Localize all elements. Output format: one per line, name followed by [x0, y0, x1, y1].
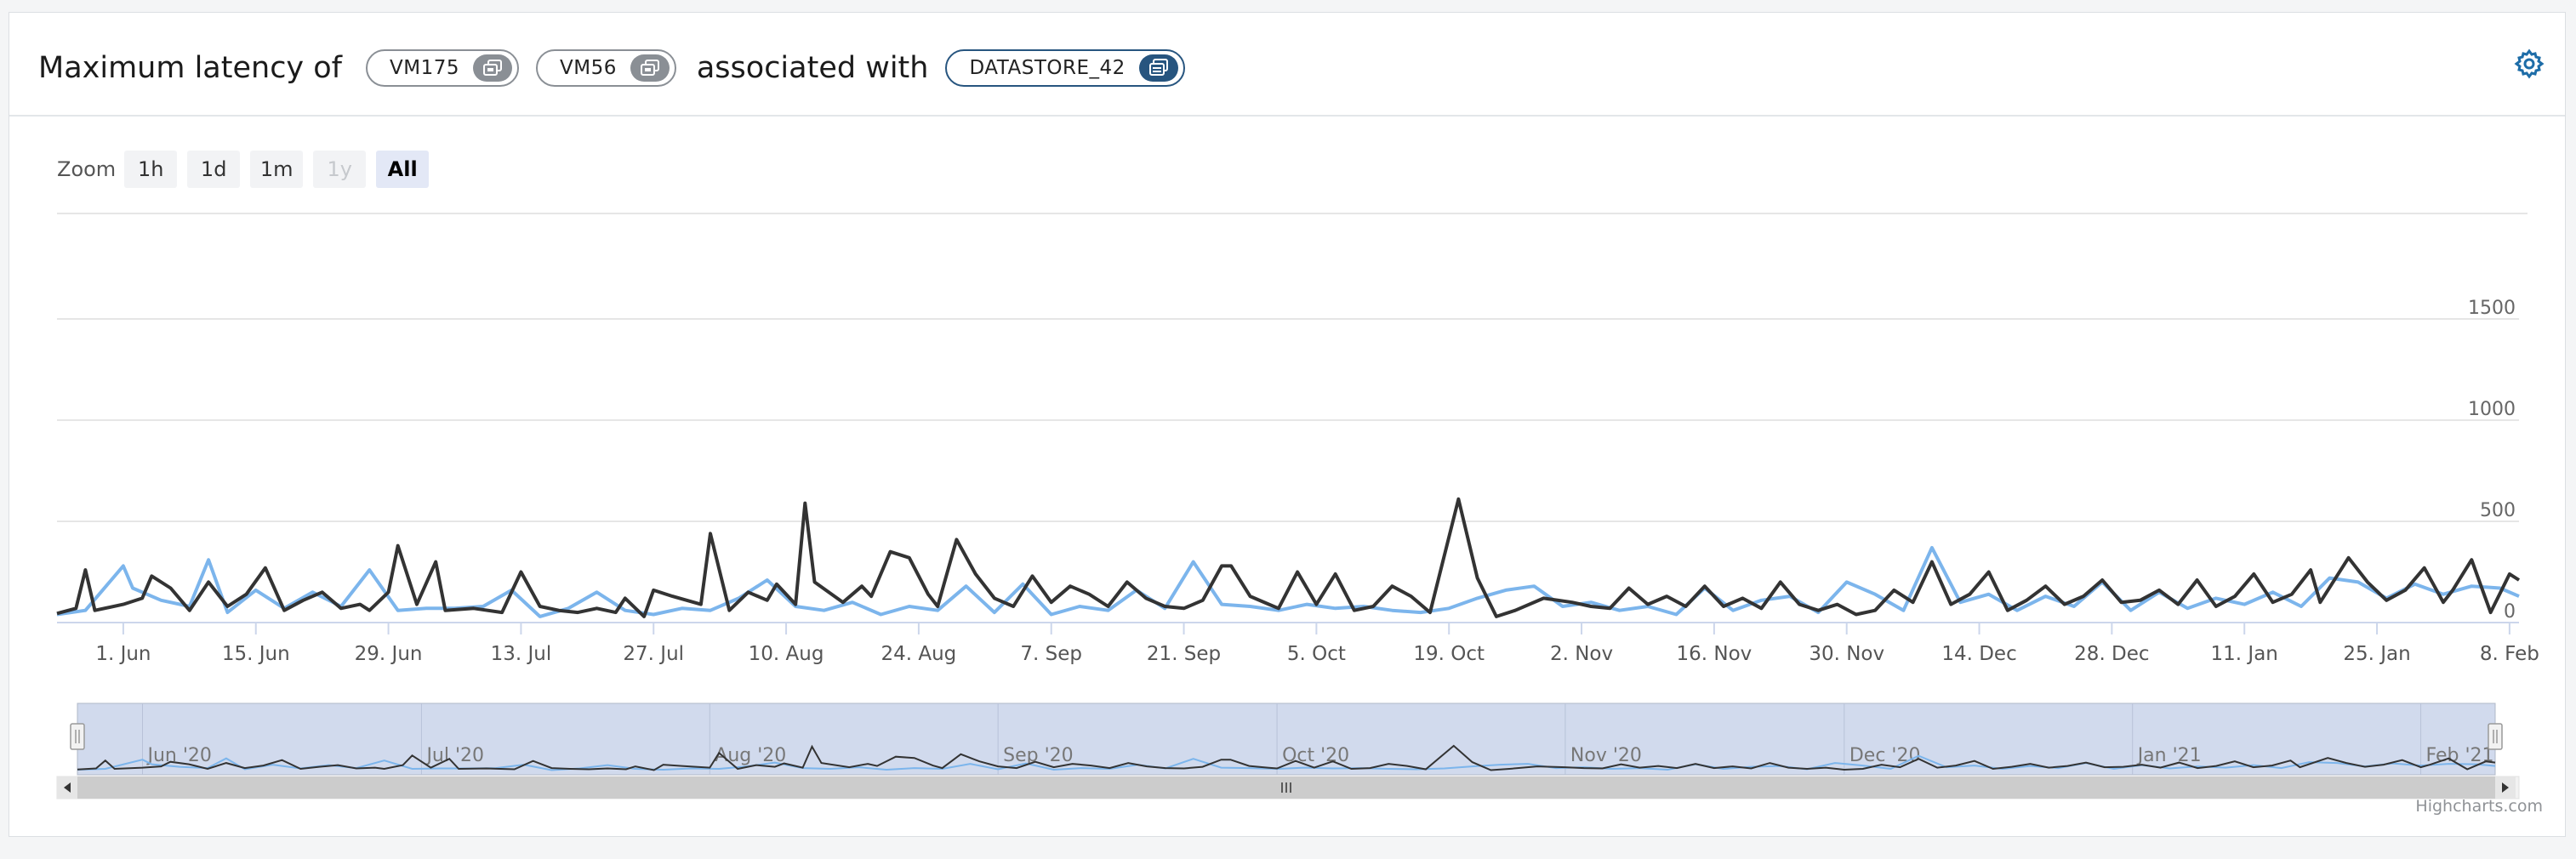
gear-icon[interactable]	[2512, 47, 2546, 81]
chart-header: Maximum latency of VM175 VM56 associated…	[9, 13, 2565, 117]
navigator: Jun '20 Jul '20 Aug '20 Sep '20 Oct '20 Nov '…	[56, 703, 2520, 799]
zoom-1m-button[interactable]: 1m	[250, 151, 304, 188]
scrollbar-grip	[1281, 782, 1291, 793]
x-tick-label: 29. Jun	[355, 643, 423, 665]
zoom-controls: Zoom 1h 1d 1m 1y All	[57, 151, 439, 188]
y-tick-label: 0	[2504, 601, 2516, 623]
x-tick-label: 24. Aug	[881, 643, 956, 665]
vm-pill-vm175[interactable]: VM175	[366, 49, 519, 87]
title-connector: associated with	[696, 51, 929, 85]
x-tick-label: 11. Jan	[2211, 643, 2278, 665]
x-tick-label: 16. Nov	[1676, 643, 1752, 665]
chart-title: Maximum latency of VM175 VM56 associated…	[38, 38, 1194, 98]
x-tick-label: 30. Nov	[1809, 643, 1884, 665]
chart-card: Maximum latency of VM175 VM56 associated…	[9, 12, 2566, 837]
series-line-0	[56, 497, 2521, 618]
vm-icon	[473, 54, 512, 82]
scroll-right-arrow[interactable]	[2495, 777, 2516, 799]
x-tick-label: 28. Dec	[2074, 643, 2149, 665]
navigator-tick-label: Jan '21	[2136, 745, 2202, 766]
vm-icon	[630, 54, 670, 82]
x-tick-label: 14. Dec	[1941, 643, 2016, 665]
navigator-tick-label: Jul '20	[425, 745, 484, 766]
x-tick-label: 27. Jul	[623, 643, 684, 665]
datastore-pill-label: DATASTORE_42	[969, 57, 1126, 79]
vm-pill-vm56[interactable]: VM56	[536, 49, 676, 87]
x-tick-label: 21. Sep	[1147, 643, 1221, 665]
x-tick-label: 5. Oct	[1287, 643, 1346, 665]
zoom-1d-button[interactable]: 1d	[187, 151, 241, 188]
y-tick-label: 1000	[2468, 399, 2516, 420]
zoom-all-button[interactable]: All	[376, 151, 430, 188]
y-axis: 0 500 1000 1500	[2468, 298, 2516, 623]
scroll-left-arrow[interactable]	[57, 777, 77, 799]
x-tick-label: 15. Jun	[222, 643, 290, 665]
navigator-tick-label: Nov '20	[1570, 745, 1642, 766]
x-tick-label: 13. Jul	[491, 643, 552, 665]
navigator-left-handle[interactable]	[70, 723, 85, 750]
vm-pill-label: VM56	[560, 57, 617, 79]
navigator-selection[interactable]	[77, 703, 2495, 775]
vm-pill-label: VM175	[390, 57, 459, 79]
y-tick-label: 1500	[2468, 298, 2516, 319]
x-tick-label: 1. Jun	[95, 643, 151, 665]
x-tick-label: 10. Aug	[749, 643, 824, 665]
navigator-right-handle[interactable]	[2488, 723, 2503, 750]
x-tick-label: 8. Feb	[2480, 643, 2539, 665]
x-axis: 1. Jun 15. Jun 29. Jun 13. Jul 27. Jul 10. Au…	[57, 622, 2539, 665]
x-tick-label: 25. Jan	[2343, 643, 2410, 665]
latency-chart: 0 500 1000 1500 1. Jun 15. Jun 29. Jun 13. Jul…	[56, 213, 2539, 799]
main-series	[56, 497, 2521, 618]
x-tick-label: 2. Nov	[1550, 643, 1613, 665]
zoom-1y-button: 1y	[313, 151, 367, 188]
datastore-icon	[1138, 54, 1178, 82]
navigator-series-0	[77, 744, 2496, 771]
datastore-pill[interactable]: DATASTORE_42	[945, 49, 1185, 87]
title-prefix: Maximum latency of	[38, 51, 343, 85]
grid-lines	[57, 213, 2528, 623]
zoom-1h-button[interactable]: 1h	[124, 151, 178, 188]
x-tick-label: 7. Sep	[1020, 643, 1082, 665]
y-tick-label: 500	[2480, 500, 2516, 521]
zoom-label: Zoom	[57, 157, 117, 181]
credits-link[interactable]: Highcharts.com	[2415, 797, 2543, 816]
x-tick-label: 19. Oct	[1413, 643, 1485, 665]
